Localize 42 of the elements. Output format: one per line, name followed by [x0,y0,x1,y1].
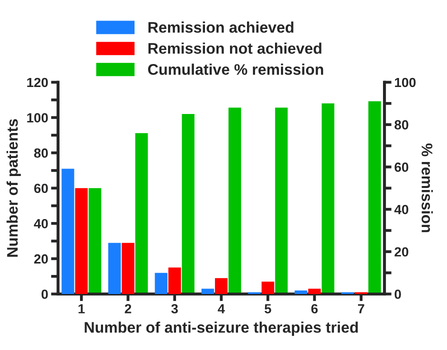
bar [168,268,181,294]
x-tick-label: 5 [264,304,272,314]
bar [322,103,334,294]
bar [62,168,74,294]
y2-tick-label: 20 [394,247,408,257]
y-tick-label: 40 [34,218,48,228]
bar [262,282,274,294]
y-tick-label: 60 [34,184,48,194]
bar [182,114,194,294]
bar [368,101,381,294]
x-axis-title: Number of anti-seizure therapies tried [84,322,358,336]
x-tick-label: 3 [171,304,178,314]
bar [228,108,242,294]
x-tick-label: 2 [124,304,132,314]
y-tick-label: 20 [34,254,48,264]
y-tick-label: 100 [27,113,48,122]
bar [108,242,121,294]
y-axis-title: Number of patients [6,119,21,257]
x-tick-label: 7 [358,304,364,314]
legend-label: Cumulative % remission [148,64,324,75]
y2-tick-label: 0 [394,290,401,299]
legend-label: Remission not achieved [148,42,322,54]
y-tick-label: 120 [27,78,48,88]
y2-tick-label: 40 [394,204,408,214]
x-tick-label: 4 [218,304,225,314]
bar [294,290,308,294]
bar [275,108,288,294]
bar [201,288,214,294]
x-tick-label: 1 [78,304,85,314]
legend-label: Remission achieved [148,22,294,33]
bar [214,278,228,294]
bar [135,133,148,294]
y2-tick-label: 80 [394,120,408,130]
y-tick-label: 80 [34,148,48,158]
x-tick-label: 6 [311,304,318,314]
y2-axis-title: % remission [422,144,433,232]
y-tick-label: 0 [42,290,48,299]
bar [122,242,134,294]
y2-tick-label: 60 [394,162,408,172]
y2-tick-label: 100 [394,78,416,88]
bar [154,272,168,294]
bar [308,288,321,294]
